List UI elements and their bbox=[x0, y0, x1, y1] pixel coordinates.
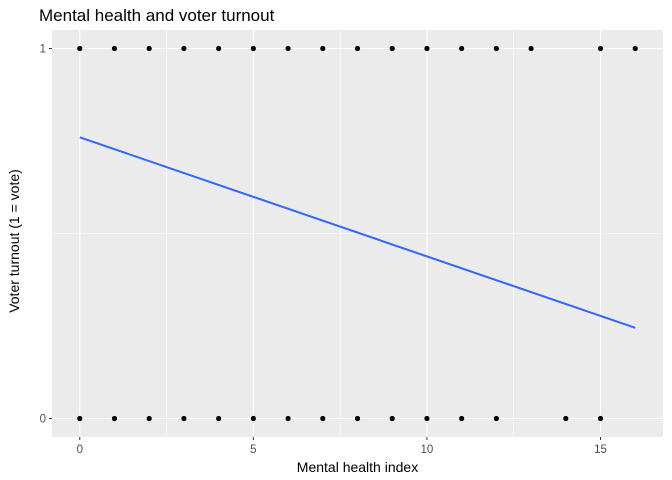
data-point bbox=[354, 415, 361, 422]
data-point bbox=[632, 45, 638, 52]
data-point bbox=[493, 45, 499, 52]
data-point bbox=[181, 415, 187, 422]
data-point bbox=[528, 45, 534, 52]
data-point bbox=[285, 45, 291, 52]
x-axis-label: Mental health index bbox=[296, 459, 419, 475]
y-tick-label: 0 bbox=[40, 414, 46, 426]
y-tick-label: 1 bbox=[40, 44, 46, 56]
data-point bbox=[320, 415, 326, 422]
data-point bbox=[424, 415, 430, 422]
data-point bbox=[563, 415, 569, 422]
x-tick-label: 5 bbox=[250, 444, 256, 456]
data-point bbox=[111, 415, 118, 422]
data-point bbox=[597, 45, 604, 52]
x-tick-label: 15 bbox=[594, 444, 607, 456]
data-point bbox=[459, 415, 465, 422]
data-point bbox=[389, 415, 395, 422]
data-point bbox=[216, 415, 222, 422]
data-point bbox=[389, 45, 395, 52]
fit-line bbox=[79, 136, 636, 329]
data-point bbox=[146, 415, 152, 422]
fit-line-layer bbox=[79, 136, 636, 329]
data-point bbox=[493, 415, 499, 422]
x-axis: 0 5 10 15 bbox=[77, 437, 607, 456]
data-point bbox=[354, 45, 361, 52]
data-point bbox=[250, 415, 256, 422]
points-layer bbox=[77, 45, 638, 422]
data-point bbox=[459, 45, 465, 52]
data-point bbox=[250, 45, 256, 52]
data-point bbox=[77, 415, 83, 422]
data-point bbox=[285, 415, 291, 422]
data-point bbox=[216, 45, 222, 52]
y-axis: 01 bbox=[40, 44, 52, 426]
x-tick-label: 0 bbox=[77, 444, 83, 456]
data-point bbox=[320, 45, 326, 52]
data-point bbox=[597, 415, 604, 422]
data-point bbox=[111, 45, 118, 52]
data-point bbox=[146, 45, 152, 52]
data-point bbox=[181, 45, 187, 52]
y-axis-label: Voter turnout (1 = vote) bbox=[6, 169, 22, 313]
data-point bbox=[424, 45, 430, 52]
chart-title: Mental health and voter turnout bbox=[39, 6, 275, 25]
data-point bbox=[77, 45, 83, 52]
x-tick-label: 10 bbox=[421, 444, 434, 456]
